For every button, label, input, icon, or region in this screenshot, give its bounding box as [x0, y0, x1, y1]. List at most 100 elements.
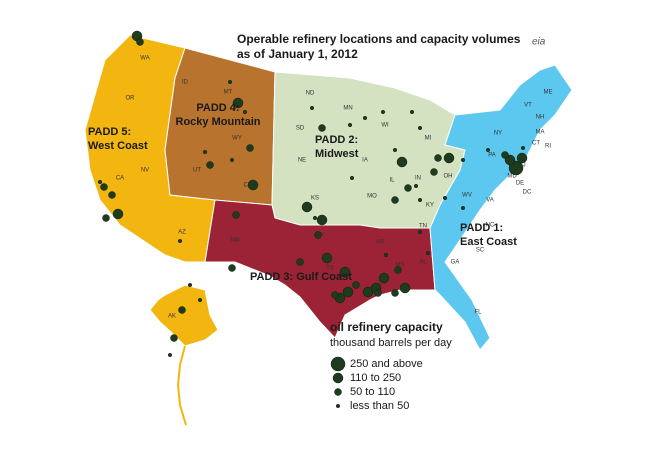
- legend-symbol: [332, 372, 344, 384]
- legend-title: oil refinery capacity: [330, 320, 443, 334]
- refinery-dot: [394, 266, 402, 274]
- refinery-dot: [312, 215, 318, 221]
- refinery-dot: [314, 231, 322, 239]
- state-label: OR: [126, 96, 136, 102]
- refinery-dot: [102, 214, 110, 222]
- state-label: NV: [141, 168, 149, 174]
- refinery-dot: [434, 154, 442, 162]
- state-label: VA: [486, 198, 494, 204]
- state-label: SD: [296, 126, 305, 132]
- refinery-dot: [349, 175, 355, 181]
- state-label: KS: [311, 196, 319, 202]
- refinery-dot: [242, 109, 248, 115]
- legend-subtitle: thousand barrels per day: [330, 337, 452, 349]
- title-line-1: Operable refinery locations and capacity…: [237, 32, 521, 46]
- refinery-dot: [442, 195, 448, 201]
- refinery-dot: [417, 197, 423, 203]
- state-label: UT: [193, 168, 201, 174]
- alaska-islands: [176, 345, 187, 426]
- legend: 250 and above 110 to 250 50 to 110 less tha…: [330, 356, 423, 412]
- legend-label: 250 and above: [350, 358, 423, 370]
- state-label: RI: [545, 144, 551, 150]
- state-label: TN: [419, 224, 427, 230]
- refinery-dot: [413, 183, 419, 189]
- padd-label: PADD 1:: [460, 222, 503, 234]
- state-label: ID: [182, 80, 189, 86]
- refinery-dot: [246, 144, 254, 152]
- state-label: IL: [389, 178, 395, 184]
- refinery-dot: [485, 147, 491, 153]
- refinery-dot: [228, 264, 236, 272]
- refinery-dot: [331, 291, 339, 299]
- state-label: NM: [230, 238, 239, 244]
- refinery-dot: [392, 147, 398, 153]
- padd-5-alaska: [149, 284, 219, 347]
- legend-label: 50 to 110: [350, 386, 395, 398]
- legend-symbol: [330, 356, 346, 372]
- refinery-dot: [378, 272, 390, 284]
- padd-3-region: [204, 199, 436, 339]
- refinery-dot: [460, 205, 466, 211]
- refinery-dot: [399, 282, 411, 294]
- state-label: IA: [362, 158, 368, 164]
- refinery-dot: [97, 179, 103, 185]
- refinery-dot: [197, 297, 203, 303]
- refinery-dot: [301, 201, 313, 213]
- state-label: ND: [306, 91, 315, 97]
- padd-label: West Coast: [88, 140, 148, 152]
- state-label: IN: [415, 176, 421, 182]
- refinery-dot: [404, 184, 412, 192]
- state-labels: WAORCANVAZAKMTIDWYUTCONDSDNEKSOKMNIAMOWI…: [116, 56, 553, 320]
- padd-label: PADD 5:: [88, 126, 131, 138]
- refinery-dot: [100, 183, 108, 191]
- state-label: NE: [298, 158, 306, 164]
- state-label: SC: [476, 248, 485, 254]
- refinery-dot: [321, 252, 333, 264]
- padd-label: PADD 3: Gulf Coast: [250, 271, 352, 283]
- refinery-dot: [229, 157, 235, 163]
- state-label: MN: [343, 106, 352, 112]
- state-label: NC: [486, 223, 495, 229]
- refinery-dot: [202, 149, 208, 155]
- padd-labels: PADD 5: West Coast PADD 4: Rocky Mountain PA…: [88, 102, 517, 283]
- refinery-dot: [318, 124, 326, 132]
- title-line-2: as of January 1, 2012: [237, 47, 358, 61]
- refinery-dot: [167, 352, 173, 358]
- refinery-dot: [347, 122, 353, 128]
- refinery-dot: [409, 109, 415, 115]
- legend-symbol: [335, 403, 341, 409]
- state-label: MO: [367, 194, 377, 200]
- state-label: AL: [419, 260, 427, 266]
- refinery-dot: [206, 161, 214, 169]
- state-label: MI: [425, 136, 432, 142]
- refinery-dot: [227, 79, 233, 85]
- state-label: NH: [536, 115, 545, 121]
- state-label: GA: [451, 260, 460, 266]
- state-label: OH: [444, 174, 453, 180]
- refinery-dot: [396, 156, 408, 168]
- state-label: AK: [168, 314, 176, 320]
- refinery-dot: [391, 196, 399, 204]
- padd-label: Rocky Mountain: [176, 116, 261, 128]
- logo: eia: [532, 37, 546, 48]
- refinery-dot: [443, 152, 455, 164]
- refinery-dot: [108, 191, 116, 199]
- state-label: AZ: [178, 230, 186, 236]
- state-label: MD: [507, 174, 517, 180]
- state-label: MS: [396, 263, 405, 269]
- refinery-dot: [417, 229, 423, 235]
- refinery-dot: [430, 168, 438, 176]
- state-label: WV: [462, 193, 472, 199]
- state-label: LA: [378, 281, 385, 287]
- refinery-dot: [374, 289, 382, 297]
- refinery-dot: [362, 115, 368, 121]
- refinery-dot: [417, 125, 423, 131]
- refinery-dot: [501, 151, 509, 159]
- state-label: CA: [116, 176, 124, 182]
- padd-label: PADD 2:: [315, 134, 358, 146]
- state-label: AR: [376, 240, 385, 246]
- state-label: TX: [326, 266, 334, 272]
- state-label: MA: [536, 130, 545, 136]
